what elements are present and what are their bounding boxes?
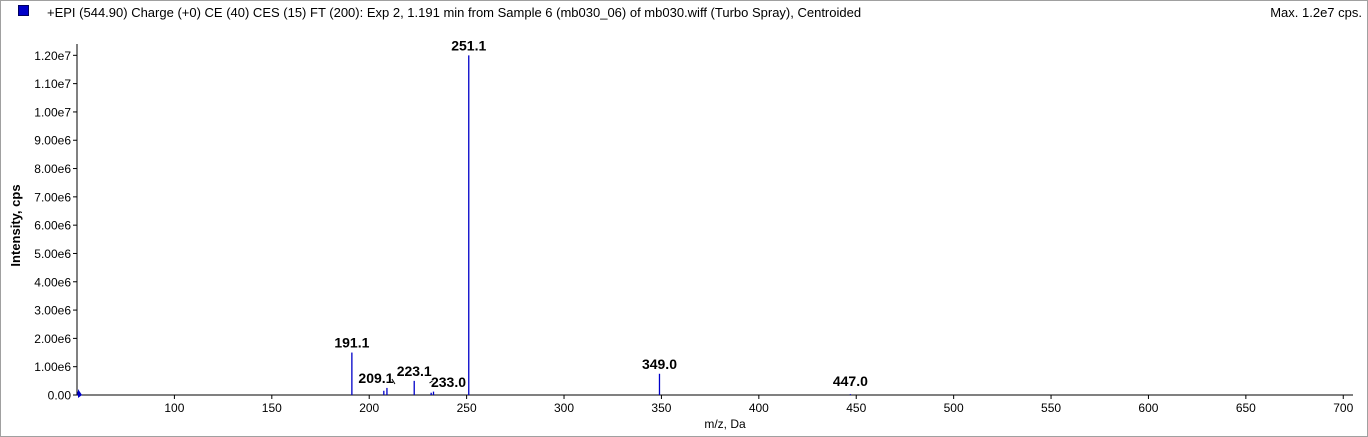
y-tick-label: 1.00e7 (34, 105, 71, 119)
y-tick-label: 7.00e6 (34, 190, 71, 204)
chart-header: +EPI (544.90) Charge (+0) CE (40) CES (1… (0, 0, 1368, 24)
peak-label: 209.1 (358, 370, 393, 386)
x-tick-label: 550 (1041, 401, 1061, 415)
peak-label: 223.1 (397, 363, 432, 379)
peak-label: 233.0 (431, 374, 466, 390)
y-tick-label: 5.00e6 (34, 247, 71, 261)
x-tick-label: 600 (1138, 401, 1158, 415)
y-tick-label: 9.00e6 (34, 134, 71, 148)
peak-label: 447.0 (833, 373, 868, 389)
y-tick-label: 1.00e6 (34, 360, 71, 374)
x-tick-label: 100 (164, 401, 184, 415)
chart-title: +EPI (544.90) Charge (+0) CE (40) CES (1… (47, 5, 862, 20)
x-tick-label: 700 (1333, 401, 1353, 415)
x-tick-label: 400 (749, 401, 769, 415)
x-tick-label: 350 (651, 401, 671, 415)
y-tick-label: 1.20e7 (34, 49, 71, 63)
x-tick-label: 650 (1236, 401, 1256, 415)
x-tick-label: 300 (554, 401, 574, 415)
origin-marker (78, 389, 82, 398)
y-tick-label: 2.00e6 (34, 332, 71, 346)
x-axis-title: m/z, Da (704, 417, 746, 431)
x-tick-label: 450 (846, 401, 866, 415)
peak-label: 191.1 (334, 335, 369, 351)
y-axis-title: Intensity, cps (8, 184, 23, 266)
x-tick-label: 500 (944, 401, 964, 415)
peak-label-leader (429, 380, 433, 384)
legend-swatch[interactable] (18, 5, 29, 16)
x-tick-label: 200 (359, 401, 379, 415)
peak-label-leader (391, 378, 396, 385)
max-intensity-label: Max. 1.2e7 cps. (1270, 5, 1362, 20)
y-tick-label: 3.00e6 (34, 304, 71, 318)
y-tick-label: 6.00e6 (34, 219, 71, 233)
peak-label: 349.0 (642, 356, 677, 372)
y-tick-label: 1.10e7 (34, 77, 71, 91)
x-tick-label: 250 (457, 401, 477, 415)
y-tick-label: 4.00e6 (34, 275, 71, 289)
x-tick-label: 150 (262, 401, 282, 415)
peak-label: 251.1 (451, 37, 486, 53)
y-tick-label: 0.00 (48, 389, 72, 403)
y-tick-label: 8.00e6 (34, 162, 71, 176)
